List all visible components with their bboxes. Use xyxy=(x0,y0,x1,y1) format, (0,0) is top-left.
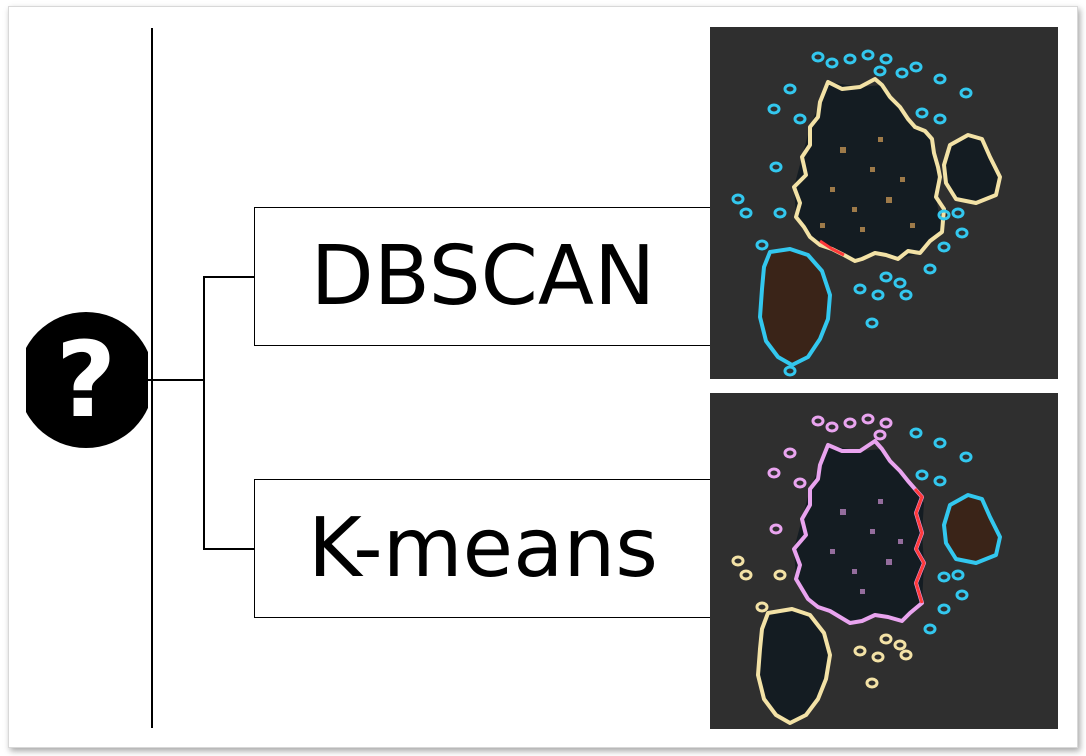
dbscan-main-cluster-fill xyxy=(794,82,942,261)
kmeans-inner-points xyxy=(830,499,903,594)
dbscan-thumbnail xyxy=(710,27,1058,379)
kmeans-cream-points xyxy=(731,555,913,689)
kmeans-cluster-plot xyxy=(731,413,1002,725)
question-mark-icon: ? xyxy=(26,312,148,448)
kmeans-red-boundary xyxy=(913,488,926,604)
kmeans-pink-contour xyxy=(792,439,926,625)
dbscan-label-box: DBSCAN xyxy=(254,207,712,346)
kmeans-pink-points xyxy=(767,413,893,535)
kmeans-label: K-means xyxy=(307,501,659,596)
dbscan-red-boundary xyxy=(819,239,845,257)
kmeans-label-box: K-means xyxy=(254,479,712,618)
branch-to-kmeans-line xyxy=(203,548,255,550)
kmeans-cyan-points xyxy=(909,427,973,635)
root-branch-line xyxy=(148,379,204,381)
dbscan-lower-blob xyxy=(758,247,832,367)
dbscan-label: DBSCAN xyxy=(310,229,656,324)
vertical-timeline-line xyxy=(151,28,153,728)
kmeans-main-cluster-fill xyxy=(794,445,924,623)
question-mark-symbol: ? xyxy=(26,312,148,448)
dbscan-cream-contour xyxy=(792,77,946,263)
dbscan-noise-points xyxy=(731,49,973,377)
dbscan-cluster-plot xyxy=(731,49,1002,377)
dbscan-right-blob xyxy=(942,133,1002,205)
branch-vertical-line xyxy=(203,276,205,549)
kmeans-thumbnail xyxy=(710,393,1058,729)
kmeans-lower-blob xyxy=(756,607,832,725)
kmeans-right-blob xyxy=(942,493,1002,565)
dbscan-inner-points xyxy=(820,137,915,232)
branch-to-dbscan-line xyxy=(203,276,255,278)
